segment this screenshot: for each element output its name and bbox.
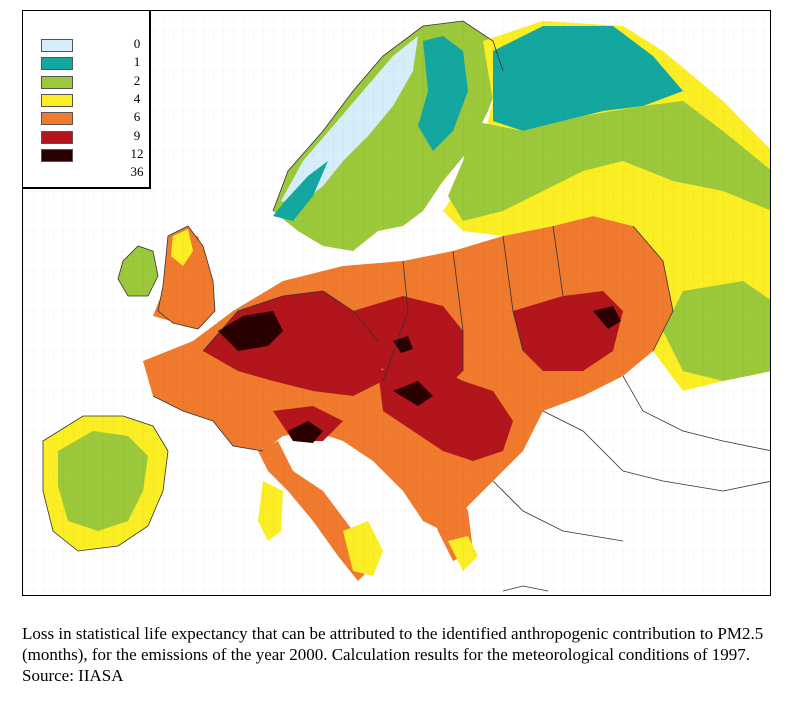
figure-caption: Loss in statistical life expectancy that… <box>22 623 782 686</box>
legend-label: 1 <box>133 54 141 70</box>
legend-label: 0 <box>133 36 141 51</box>
legend-label: 6 <box>133 109 141 125</box>
legend-label: 2 <box>133 72 141 88</box>
legend-label: 12 <box>130 145 144 161</box>
europe-pm25-map <box>23 11 770 595</box>
caption-source: Source: IIASA <box>22 666 124 685</box>
legend-swatch <box>41 148 73 162</box>
legend-swatch <box>41 112 73 126</box>
legend: 0 1 2 4 6 9 12 36 <box>23 11 151 189</box>
legend-label: 4 <box>133 90 141 106</box>
legend-swatch <box>41 57 73 71</box>
country-borders <box>42 20 770 592</box>
caption-text: Loss in statistical life expectancy that… <box>22 624 764 664</box>
legend-swatch <box>41 75 73 89</box>
legend-swatch <box>41 130 73 144</box>
map-frame: 0 1 2 4 6 9 12 36 <box>22 10 771 596</box>
legend-swatch <box>41 93 73 107</box>
legend-swatch <box>41 39 73 52</box>
legend-label: 36 <box>130 164 144 180</box>
legend-label: 9 <box>133 127 141 143</box>
